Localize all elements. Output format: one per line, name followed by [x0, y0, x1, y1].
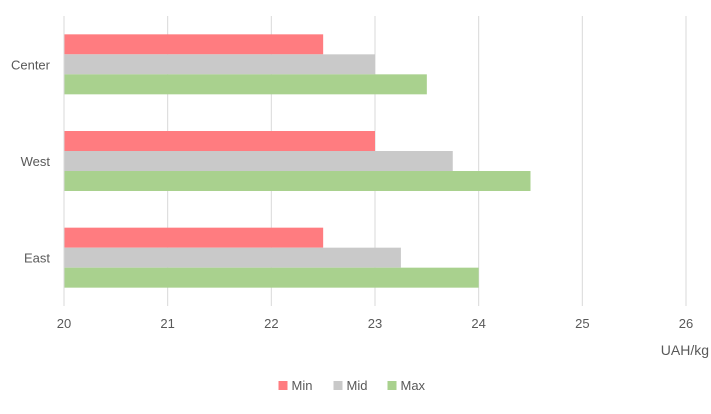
x-axis-title: UAH/kg	[661, 342, 709, 358]
legend-label-mid: Mid	[347, 378, 368, 393]
x-tick-label: 26	[679, 316, 693, 331]
legend-swatch-min	[278, 381, 288, 390]
y-category-label: East	[24, 251, 50, 266]
bar-max-center	[64, 74, 427, 95]
x-tick-label: 20	[57, 316, 71, 331]
bar-mid-center	[64, 54, 375, 75]
y-category-label: West	[21, 154, 51, 169]
bars	[64, 34, 531, 288]
bar-mid-west	[64, 151, 453, 171]
x-tick-label: 21	[160, 316, 174, 331]
legend-label-max: Max	[401, 378, 426, 393]
legend-swatch-max	[387, 381, 397, 390]
bar-min-east	[64, 227, 324, 248]
x-tick-label: 22	[264, 316, 278, 331]
x-tick-label: 23	[368, 316, 382, 331]
labels: 20 21 22 23 24 25 26 East West Center	[11, 57, 693, 331]
bar-min-west	[64, 131, 375, 151]
x-tick-label: 24	[471, 316, 485, 331]
y-category-label: Center	[11, 57, 51, 72]
legend-label-min: Min	[292, 378, 313, 393]
legend-swatch-mid	[333, 381, 343, 390]
bar-min-center	[64, 34, 324, 55]
bar-max-west	[64, 171, 531, 191]
legend: Min Mid Max	[278, 378, 426, 393]
bar-mid-east	[64, 247, 401, 268]
bar-max-east	[64, 267, 479, 288]
x-tick-label: 25	[575, 316, 589, 331]
